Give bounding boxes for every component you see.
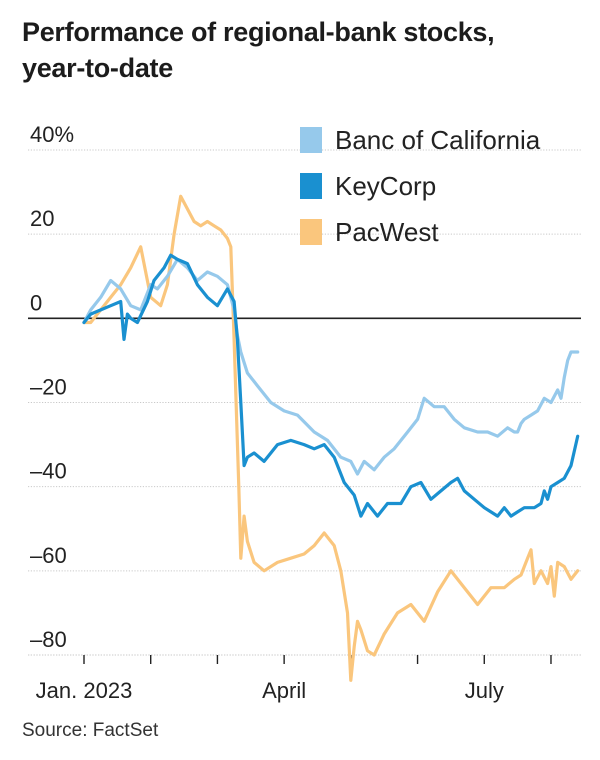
y-tick-label: 40% bbox=[30, 122, 74, 147]
y-axis-ticks: 40% 20 0 –20 –40 –60 –80 bbox=[30, 122, 74, 652]
x-tick-label: July bbox=[465, 678, 504, 703]
chart-title: Performance of regional-bank stocks, yea… bbox=[22, 14, 582, 86]
chart-title-line-1: Performance of regional-bank stocks, bbox=[22, 17, 495, 47]
y-tick-label: –60 bbox=[30, 543, 67, 568]
legend: Banc of California KeyCorp PacWest bbox=[300, 125, 541, 247]
y-tick-label: –40 bbox=[30, 459, 67, 484]
legend-label: KeyCorp bbox=[335, 171, 436, 201]
legend-swatch bbox=[300, 173, 322, 199]
x-tick-label: April bbox=[262, 678, 306, 703]
y-tick-label: 20 bbox=[30, 206, 54, 231]
series-line-keycorp bbox=[82, 253, 580, 518]
legend-swatch bbox=[300, 219, 322, 245]
gridlines bbox=[28, 149, 581, 656]
x-axis: Jan. 2023 April July bbox=[28, 654, 581, 703]
source-note: Source: FactSet bbox=[22, 720, 159, 741]
legend-label: Banc of California bbox=[335, 125, 541, 155]
x-tick-label: Jan. 2023 bbox=[36, 678, 133, 703]
chart-title-line-2: year-to-date bbox=[22, 53, 173, 83]
series-line-pacwest bbox=[82, 194, 580, 682]
y-tick-label: –20 bbox=[30, 375, 67, 400]
y-tick-label: 0 bbox=[30, 290, 42, 315]
series-lines bbox=[82, 194, 580, 682]
legend-label: PacWest bbox=[335, 217, 439, 247]
legend-swatch bbox=[300, 127, 322, 153]
y-tick-label: –80 bbox=[30, 627, 67, 652]
series-line-banc-of-california bbox=[82, 257, 580, 476]
